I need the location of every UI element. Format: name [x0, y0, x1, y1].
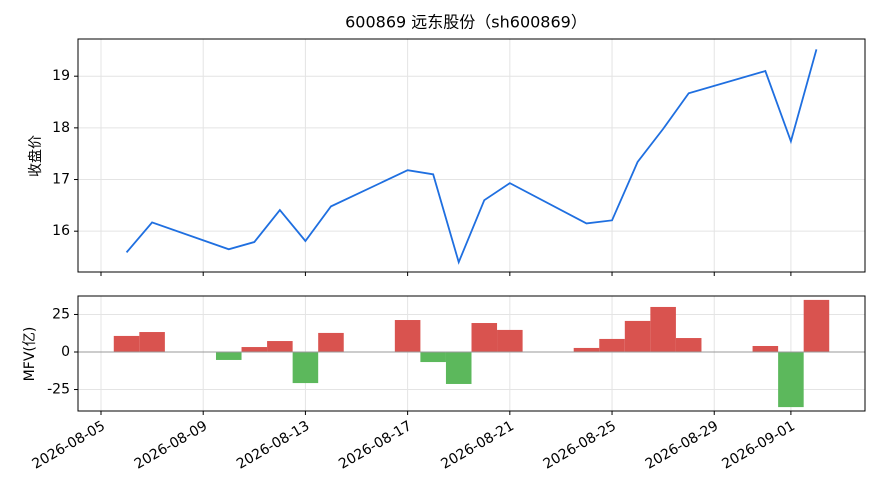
price-line — [125, 49, 818, 265]
chart-title: 600869 远东股份（sh600869） — [345, 13, 587, 32]
y-tick-label: 19 — [52, 68, 70, 84]
bar — [113, 335, 140, 352]
bar — [471, 323, 498, 352]
bar — [803, 299, 830, 352]
bar — [318, 332, 344, 352]
bar — [394, 320, 421, 352]
y-axis-label: 收盘价 — [27, 135, 44, 177]
bar — [420, 351, 446, 363]
bar — [139, 332, 165, 352]
plot-frame — [77, 38, 866, 273]
plot-frame — [77, 295, 866, 412]
bar — [624, 320, 651, 352]
bar — [497, 329, 523, 352]
bar — [445, 351, 472, 384]
y-tick-label: 17 — [52, 172, 70, 188]
y-tick-label: 25 — [52, 306, 70, 322]
bar — [267, 341, 293, 352]
bar — [573, 347, 600, 352]
y-tick-label: 16 — [52, 223, 70, 239]
bar — [599, 338, 625, 352]
bar — [292, 351, 319, 384]
y-axis-label: MFV(亿) — [22, 327, 38, 382]
y-tick-label: 0 — [61, 344, 70, 360]
y-tick-label: 18 — [52, 120, 70, 136]
bar — [778, 351, 804, 408]
bar — [241, 347, 268, 352]
bar — [752, 345, 779, 352]
bar — [215, 351, 242, 360]
y-tick-label: -25 — [47, 382, 70, 398]
bar — [675, 338, 702, 352]
bar — [650, 306, 676, 352]
